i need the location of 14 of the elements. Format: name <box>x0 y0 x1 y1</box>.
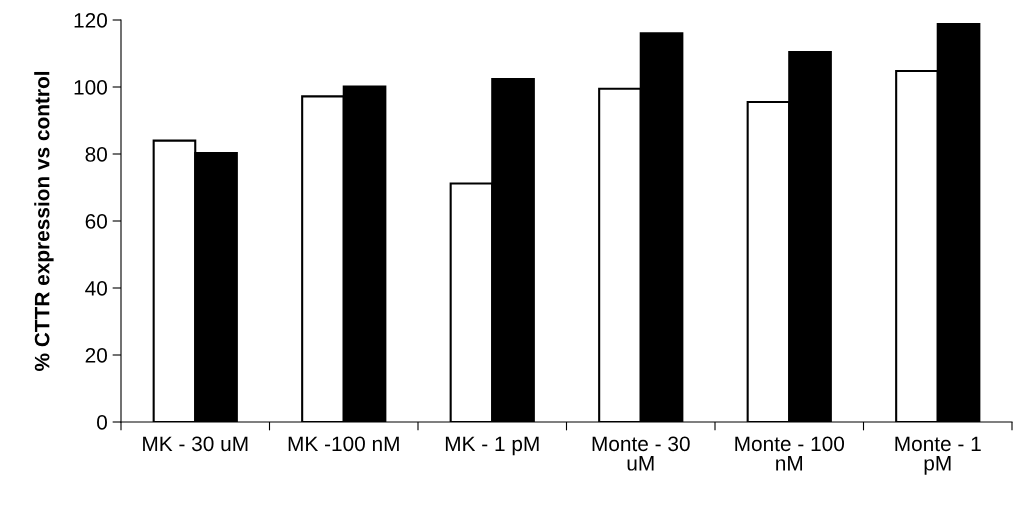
y-tick-label: 0 <box>97 415 107 430</box>
x-tick-label: Monte - 30 uM <box>592 436 690 471</box>
y-axis-title: % CTTR expression vs control <box>34 71 54 371</box>
x-tick-label: Monte - 100 nM <box>735 436 845 471</box>
y-tick-label: 80 <box>85 147 107 162</box>
x-tick-label: MK - 30 uM <box>143 436 248 452</box>
y-tick-label: 40 <box>85 281 107 296</box>
y-tick-label: 120 <box>74 13 107 28</box>
x-tick-label: MK -100 nM <box>288 436 399 452</box>
x-tick-label: MK - 1 pM <box>445 436 539 456</box>
y-tick-label: 20 <box>85 348 107 363</box>
x-tick-label: Monte - 1 pM <box>895 436 981 475</box>
y-tick-label: 100 <box>74 80 107 95</box>
y-tick-label: 60 <box>85 214 107 229</box>
